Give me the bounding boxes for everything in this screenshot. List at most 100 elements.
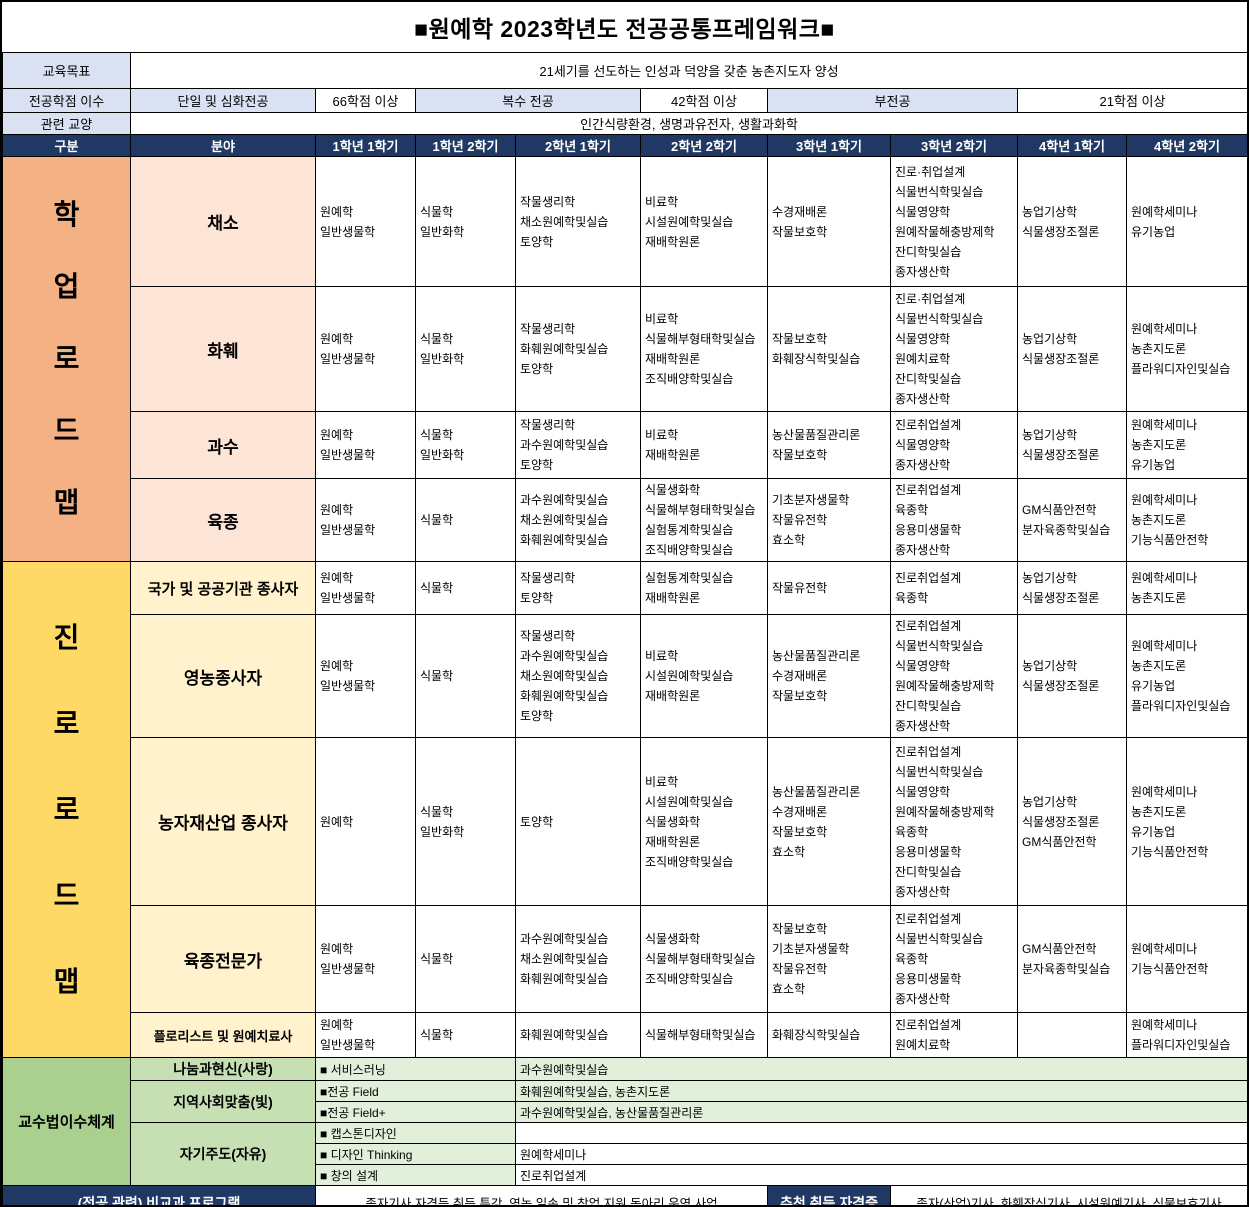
column-header-semester: 1학년 1학기 (315, 134, 416, 157)
course-cell: 식물학 (415, 1012, 516, 1058)
course-cell: 원예학세미나 농촌지도론 기능식품안전학 (1125, 478, 1247, 562)
course-cell: 원예학세미나 유기농업 (1125, 156, 1247, 287)
course-cell: 식물학 일반화학 (415, 286, 516, 412)
career-agri-materials: 농자재산업 종사자 (130, 737, 316, 906)
course-cell: 원예학세미나 농촌지도론 (1125, 561, 1247, 615)
course-cell: 작물생리학 과수원예학및실습 채소원예학및실습 화훼원예학및실습 토양학 (515, 614, 641, 738)
credit-track-single: 단일 및 심화전공 (130, 88, 316, 113)
course-cell: 실험통계학및실습 재배학원론 (640, 561, 768, 615)
extracurricular-program-value: 종자기사 자격등 취득 특강, 영농 일손 및 창업 지원 동아리 운영 사업 (315, 1185, 768, 1205)
field-breeding: 육종 (130, 478, 316, 562)
page-title: ■원예학 2023학년도 전공공통프레임워크■ (414, 16, 835, 42)
course-cell: 원예학 일반생물학 (315, 156, 416, 287)
course-cell: 진로취업설계 식물번식학및실습 식물영양학 원예작물해충방제학 육종학 응용미생… (890, 737, 1018, 906)
course-cell: 진로취업설계 원예치료학 (890, 1012, 1018, 1058)
course-cell: 원예학 일반생물학 (315, 1012, 416, 1058)
course-cell: 화훼장식학및실습 (767, 1012, 891, 1058)
education-goal-label: 교육목표 (2, 52, 131, 89)
column-header-semester: 3학년 2학기 (890, 134, 1018, 157)
course-cell: 작물생리학 채소원예학및실습 토양학 (515, 156, 641, 287)
course-cell: 비료학 시설원예학및실습 재배학원론 (640, 156, 768, 287)
course-cell: 원예학세미나 플라워디자인및실습 (1125, 1012, 1247, 1058)
liberal-arts-label: 관련 교양 (2, 112, 131, 135)
pedagogy-system-label: 교수법이수체계 (2, 1057, 131, 1186)
course-cell: 식물학 (415, 905, 516, 1013)
recommended-license-value: 종자(산업)기사, 화훼장식기사, 시설원예기사, 식물보호기사 (889, 1185, 1247, 1205)
course-cell: 비료학 시설원예학및실습 재배학원론 (640, 614, 768, 738)
course-cell: 식물학 일반화학 (415, 737, 516, 906)
course-cell: 진로·취업설계 식물번식학및실습 식물영양학 원예작물해충방제학 잔디학및실습 … (890, 156, 1018, 287)
course-cell: 원예학세미나 농촌지도론 플라워디자인및실습 (1125, 286, 1247, 412)
pedagogy-category-sharing: 나눔과현신(사랑) (130, 1057, 316, 1081)
course-cell: 농업기상학 식물생장조절론 (1017, 286, 1127, 412)
course-cell: 원예학 일반생물학 (315, 905, 416, 1013)
pedagogy-course: 과수원예학및실습 (514, 1057, 1247, 1081)
recommended-license-label: 추천 취득 자격증 (767, 1185, 891, 1205)
curriculum-table: 교육목표 21세기를 선도하는 인성과 덕양을 갖춘 농촌지도자 양성 전공학점… (2, 52, 1247, 1205)
course-cell: 진로취업설계 식물번식학및실습 육종학 응용미생물학 종자생산학 (890, 905, 1018, 1013)
course-cell (1017, 1012, 1127, 1058)
education-goal-value: 21세기를 선도하는 인성과 덕양을 갖춘 농촌지도자 양성 (129, 52, 1247, 89)
course-cell: 식물학 (415, 614, 516, 738)
column-header-field: 분야 (130, 134, 316, 157)
course-cell: 수경재배론 작물보호학 (767, 156, 891, 287)
course-cell: 농산물품질관리론 수경재배론 작물보호학 (767, 614, 891, 738)
pedagogy-method: ■ 창의 설계 (315, 1164, 516, 1186)
major-credits-label: 전공학점 이수 (2, 88, 131, 113)
credit-track-double: 복수 전공 (415, 88, 641, 113)
pedagogy-method: ■ 서비스러닝 (315, 1057, 516, 1081)
course-cell: 비료학 식물해부형태학및실습 재배학원론 조직배양학및실습 (640, 286, 768, 412)
course-cell: 작물생리학 화훼원예학및실습 토양학 (515, 286, 641, 412)
column-header-semester: 2학년 2학기 (640, 134, 768, 157)
academic-roadmap-label: 학 업 로 드 맵 (2, 156, 131, 562)
course-cell: 원예학 일반생물학 (315, 561, 416, 615)
pedagogy-category-community: 지역사회맞춤(빛) (130, 1080, 316, 1123)
course-cell: 원예학 일반생물학 (315, 286, 416, 412)
course-cell: 원예학세미나 농촌지도론 유기농업 (1125, 411, 1247, 479)
course-cell: 식물학 (415, 478, 516, 562)
course-cell: 진로취업설계 식물영양학 종자생산학 (890, 411, 1018, 479)
column-header-semester: 4학년 2학기 (1125, 134, 1247, 157)
column-header-semester: 4학년 1학기 (1017, 134, 1127, 157)
course-cell: 비료학 시설원예학및실습 식물생화학 재배학원론 조직배양학및실습 (640, 737, 768, 906)
course-cell: 식물학 일반화학 (415, 411, 516, 479)
course-cell: 식물학 (415, 561, 516, 615)
course-cell: 비료학 재배학원론 (640, 411, 768, 479)
career-breeding-expert: 육종전문가 (130, 905, 316, 1013)
course-cell: 작물보호학 기초분자생물학 작물유전학 효소학 (767, 905, 891, 1013)
credit-track-single-value: 66학점 이상 (315, 88, 416, 113)
course-cell: 진로취업설계 육종학 (890, 561, 1018, 615)
course-cell: 농업기상학 식물생장조절론 (1017, 411, 1127, 479)
career-florist-therapist: 플로리스트 및 원예치료사 (130, 1012, 316, 1058)
field-fruit: 과수 (130, 411, 316, 479)
career-public-sector: 국가 및 공공기관 종사자 (130, 561, 316, 615)
career-roadmap-label: 진 로 로 드 맵 (2, 561, 131, 1058)
course-cell: 농산물품질관리론 작물보호학 (767, 411, 891, 479)
credit-track-minor: 부전공 (767, 88, 1018, 113)
course-cell: 과수원예학및실습 채소원예학및실습 화훼원예학및실습 (515, 478, 641, 562)
field-vegetable: 채소 (130, 156, 316, 287)
course-cell: 화훼원예학및실습 (515, 1012, 641, 1058)
pedagogy-method: ■ 캡스톤디자인 (315, 1122, 516, 1144)
course-cell: 작물생리학 토양학 (515, 561, 641, 615)
course-cell: 원예학세미나 기능식품안전학 (1125, 905, 1247, 1013)
credit-track-minor-value: 21학점 이상 (1016, 88, 1247, 113)
pedagogy-method: ■ 디자인 Thinking (315, 1143, 516, 1165)
course-cell: 진로취업설계 식물번식학및실습 식물영양학 원예작물해충방제학 잔디학및실습 종… (890, 614, 1018, 738)
pedagogy-course: 원예학세미나 (514, 1143, 1247, 1165)
field-flower: 화훼 (130, 286, 316, 412)
pedagogy-method: ■전공 Field (315, 1080, 516, 1102)
course-cell: 원예학 일반생물학 (315, 478, 416, 562)
pedagogy-course: 진로취업설계 (514, 1164, 1247, 1186)
course-cell: 토양학 (515, 737, 641, 906)
course-cell: 진로취업설계 육종학 응용미생물학 종자생산학 (890, 478, 1018, 562)
course-cell: 농업기상학 식물생장조절론 (1017, 561, 1127, 615)
column-header-semester: 1학년 2학기 (415, 134, 516, 157)
course-cell: 농업기상학 식물생장조절론 (1017, 156, 1127, 287)
course-cell: 농산물품질관리론 수경재배론 작물보호학 효소학 (767, 737, 891, 906)
pedagogy-category-self-directed: 자기주도(자유) (130, 1122, 316, 1186)
course-cell: 기초분자생물학 작물유전학 효소학 (767, 478, 891, 562)
extracurricular-program-label: (전공 관련) 비교과 프로그램 (2, 1185, 316, 1205)
course-cell: GM식품안전학 분자육종학및실습 (1017, 905, 1127, 1013)
